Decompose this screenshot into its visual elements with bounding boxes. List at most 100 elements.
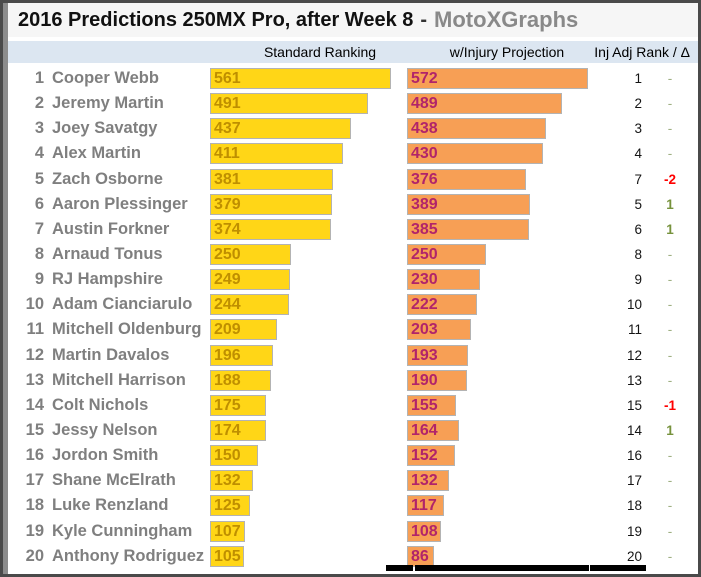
table-row: 7 Austin Forkner 374 385 6 1: [14, 217, 698, 242]
inj-adj-rank: 15: [626, 397, 642, 413]
standard-ranking-bar: 107: [210, 520, 245, 542]
rank-delta: -: [667, 347, 673, 363]
injury-projection-bar: 108: [407, 520, 442, 542]
standard-value-label: 437: [214, 120, 241, 138]
standard-rank-number: 18: [25, 496, 44, 515]
standard-bar-track: 174: [210, 420, 391, 442]
rank-delta: -: [667, 473, 673, 489]
table-row: 10 Adam Cianciarulo 244 222 10 -: [14, 292, 698, 317]
standard-rank-number: 5: [34, 169, 44, 188]
inj-adj-rank: 19: [626, 523, 642, 539]
injury-value-label: 438: [411, 120, 438, 138]
injury-projection-bar: 203: [407, 319, 472, 341]
injury-bar-track: 117: [407, 495, 588, 517]
injury-projection-bar: 438: [407, 118, 546, 140]
injury-projection-bar: 389: [407, 193, 531, 215]
injury-projection-bar: 132: [407, 470, 449, 492]
standard-value-label: 381: [214, 170, 241, 188]
rider-name: Alex Martin: [52, 144, 141, 163]
injury-projection-bar: 193: [407, 344, 469, 366]
rider-name: Cooper Webb: [52, 69, 159, 88]
standard-ranking-bar: 125: [210, 495, 251, 517]
standard-rank-number: 2: [34, 94, 44, 113]
injury-bar-track: 385: [407, 218, 588, 240]
injury-bar-track: 389: [407, 193, 588, 215]
injury-value-label: 222: [411, 296, 438, 314]
standard-value-label: 249: [214, 271, 241, 289]
rider-name: Joey Savatgy: [52, 119, 158, 138]
table-row: 6 Aaron Plessinger 379 389 5 1: [14, 192, 698, 217]
standard-rank-number: 15: [25, 421, 44, 440]
rank-delta: 1: [666, 196, 674, 212]
table-row: 17 Shane McElrath 132 132 17 -: [14, 468, 698, 493]
injury-bar-track: 222: [407, 294, 588, 316]
standard-bar-track: 125: [210, 495, 391, 517]
standard-rank-number: 3: [34, 119, 44, 138]
standard-ranking-bar: 411: [210, 143, 343, 165]
injury-projection-bar: 489: [407, 93, 562, 115]
left-frame-strip: [3, 3, 8, 574]
standard-ranking-bar: 379: [210, 193, 333, 215]
chart-content: 2016 Predictions 250MX Pro, after Week 8…: [8, 3, 698, 574]
rank-delta: -: [667, 146, 673, 162]
inj-adj-rank: 16: [626, 448, 642, 464]
rank-delta: 1: [666, 423, 674, 439]
injury-value-label: 193: [411, 346, 438, 364]
standard-rank-number: 10: [25, 295, 44, 314]
injury-bar-track: 108: [407, 520, 588, 542]
rider-name: Mitchell Harrison: [52, 370, 186, 389]
standard-bar-track: 379: [210, 193, 391, 215]
injury-value-label: 430: [411, 145, 438, 163]
standard-rank-number: 1: [34, 69, 44, 88]
header-injury-projection: w/Injury Projection: [449, 44, 565, 60]
rank-delta: -: [667, 548, 673, 564]
standard-bar-track: 244: [210, 294, 391, 316]
table-row: 3 Joey Savatgy 437 438 3 -: [14, 116, 698, 141]
injury-projection-bar: 376: [407, 168, 526, 190]
inj-adj-rank: 3: [634, 121, 642, 137]
injury-value-label: 385: [411, 220, 438, 238]
standard-ranking-bar: 188: [210, 369, 271, 391]
standard-ranking-bar: 209: [210, 319, 278, 341]
injury-bar-track: 250: [407, 244, 588, 266]
chart-rows: 1 Cooper Webb 561 572 1-2 Jeremy Martin 491 489…: [8, 66, 698, 569]
axis-line-segment-3: [590, 565, 646, 571]
rider-name: Kyle Cunningham: [52, 521, 193, 540]
title-separator: -: [420, 8, 428, 31]
table-row: 8 Arnaud Tonus 250 250 8 -: [14, 242, 698, 267]
rider-name: Zach Osborne: [52, 169, 163, 188]
standard-value-label: 374: [214, 220, 241, 238]
standard-value-label: 411: [214, 145, 240, 163]
standard-bar-track: 188: [210, 369, 391, 391]
injury-value-label: 230: [411, 271, 438, 289]
table-row: 9 RJ Hampshire 249 230 9 -: [14, 267, 698, 292]
injury-value-label: 203: [411, 321, 438, 339]
standard-bar-track: 374: [210, 218, 391, 240]
injury-bar-track: 203: [407, 319, 588, 341]
rank-delta: -: [667, 448, 673, 464]
rider-name: Jordon Smith: [52, 446, 159, 465]
standard-value-label: 244: [214, 296, 241, 314]
injury-value-label: 376: [411, 170, 438, 188]
table-row: 19 Kyle Cunningham 107 108 19 -: [14, 519, 698, 544]
standard-rank-number: 19: [25, 521, 44, 540]
standard-ranking-bar: 175: [210, 394, 267, 416]
rider-name: Aaron Plessinger: [52, 194, 188, 213]
rider-name: Adam Cianciarulo: [52, 295, 193, 314]
injury-bar-track: 164: [407, 420, 588, 442]
inj-adj-rank: 12: [626, 347, 642, 363]
standard-value-label: 125: [214, 497, 241, 515]
standard-rank-number: 16: [25, 446, 44, 465]
standard-rank-number: 12: [25, 345, 44, 364]
standard-value-label: 209: [214, 321, 241, 339]
rank-delta: -: [667, 372, 673, 388]
table-row: 14 Colt Nichols 175 155 15 -1: [14, 393, 698, 418]
title-main: 2016 Predictions 250MX Pro, after Week 8: [18, 8, 414, 31]
standard-bar-track: 209: [210, 319, 391, 341]
inj-adj-rank: 10: [626, 297, 642, 313]
injury-value-label: 132: [411, 472, 438, 490]
injury-projection-bar: 230: [407, 269, 480, 291]
rank-delta: -: [667, 322, 673, 338]
table-row: 15 Jessy Nelson 174 164 14 1: [14, 418, 698, 443]
injury-bar-track: 230: [407, 269, 588, 291]
